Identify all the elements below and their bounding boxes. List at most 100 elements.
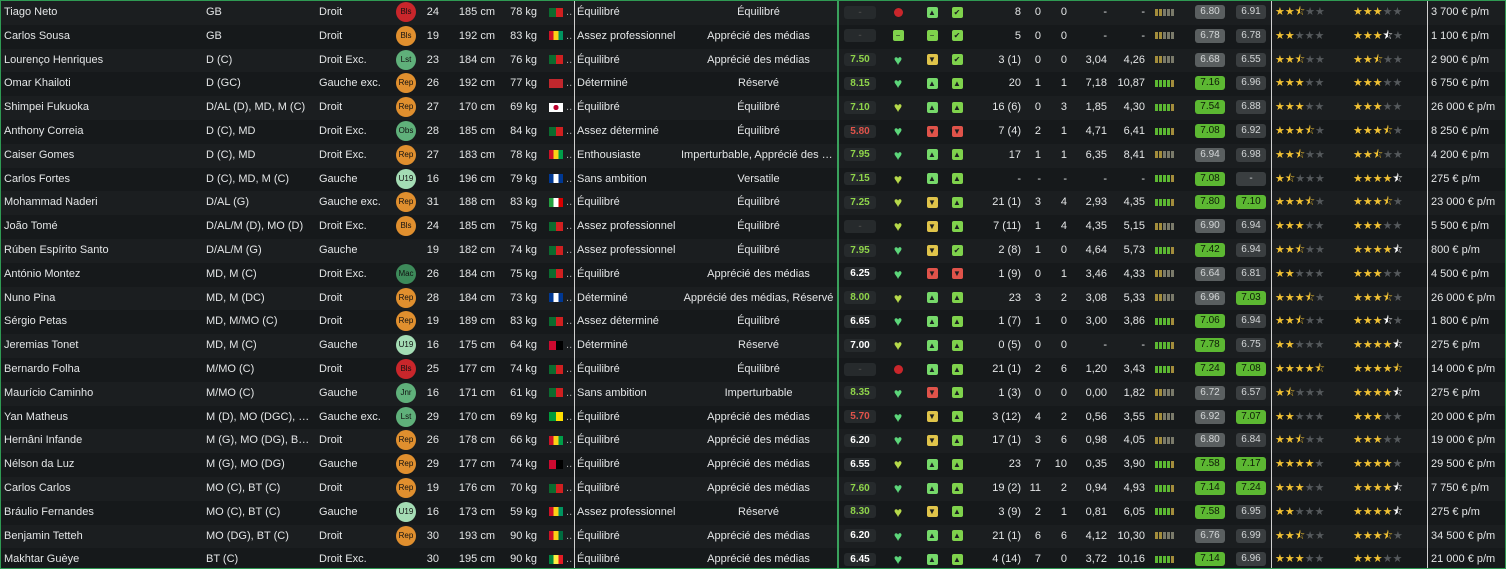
table-row[interactable]: Nuno Pina MD, M (DC) Droit Rep 28 184 cm 73 kg…: [1, 286, 1505, 311]
status-badge: Rep: [396, 430, 416, 451]
current-ability-stars: ★★⯪★★: [1275, 434, 1325, 447]
sharpness-cell: ▲: [950, 548, 964, 568]
xg-text: 6,05: [1123, 505, 1145, 518]
status-cell: Rep: [395, 310, 417, 334]
stat-xg: 6,41: [1109, 120, 1145, 144]
form-bar: [1171, 365, 1174, 373]
current-ability: 6.78: [1194, 25, 1226, 49]
table-row[interactable]: João Tomé D/AL/M (D), MO (D) Droit Exc. Bls…: [1, 215, 1505, 239]
current-ability: 6.72: [1194, 382, 1226, 406]
wage: 4 500 € p/m: [1431, 263, 1505, 287]
pa-box: 6.96: [1236, 552, 1266, 567]
player-name: Bernardo Folha: [4, 358, 199, 382]
personality-text: Déterminé: [577, 77, 628, 90]
player-name: Bráulio Fernandes: [4, 501, 199, 525]
wage-text: 800 € p/m: [1431, 243, 1480, 256]
position-text: M (G), MO (DG), BT (C): [206, 434, 314, 447]
potential-ability: 7.10: [1235, 191, 1267, 215]
table-row[interactable]: Rúben Espírito Santo D/AL/M (G) Gauche 19 18…: [1, 238, 1505, 263]
avg-text: 1,20: [1085, 362, 1107, 375]
age: 19: [419, 239, 439, 263]
table-row[interactable]: Lourenço Henriques D (C) Droit Exc. Lst 23 18…: [1, 48, 1505, 73]
condition-cell: ♥: [890, 429, 906, 453]
heart-icon: ♥: [893, 75, 903, 92]
table-row[interactable]: Caiser Gomes D (C), MD Droit Exc. Rep 27 183 …: [1, 143, 1505, 168]
morale-cell: ▲: [925, 72, 939, 96]
wage-text: 29 500 € p/m: [1431, 458, 1496, 471]
average-rating: 7.50: [843, 49, 877, 73]
ca-box: 7.08: [1195, 171, 1225, 186]
media-text: Équilibré: [737, 101, 780, 114]
table-row[interactable]: Tiago Neto GB Droit Bls 24 185 cm 78 kg .. Équi…: [1, 1, 1505, 25]
table-row[interactable]: Bráulio Fernandes MO (C), BT (C) Gauche U19…: [1, 500, 1505, 525]
form-bar: [1167, 460, 1170, 468]
media-handling: Imperturbable, Apprécié des médias: [681, 144, 836, 168]
potential-ability-stars: ★★★★⯪: [1353, 505, 1403, 518]
potential-stars: ★★★★⯪: [1353, 382, 1423, 406]
personality-text: Assez professionnel: [577, 29, 676, 42]
form-bar: [1159, 222, 1162, 230]
preferred-foot: Gauche exc.: [319, 191, 395, 215]
form-bars: [1155, 96, 1193, 120]
condition-cell: ♥: [890, 548, 906, 568]
current-ability: 6.80: [1194, 429, 1226, 453]
table-row[interactable]: Jeremias Tonet MD, M (C) Gauche U19 16 175 cm…: [1, 334, 1505, 358]
assists-text: 0: [1060, 53, 1067, 66]
form-bar: [1159, 555, 1162, 563]
potential-ability: 6.94: [1235, 215, 1267, 239]
weight: 66 kg: [501, 429, 537, 453]
heart-icon: ♥: [893, 313, 903, 330]
personality-text: Déterminé: [577, 339, 628, 352]
table-row[interactable]: Makhtar Guèye BT (C) Droit Exc. 30 195 cm 90 …: [1, 548, 1505, 568]
assists: 3: [1053, 96, 1067, 120]
assists-text: 2: [1060, 410, 1067, 423]
goals-text: 3: [1034, 196, 1041, 209]
table-row[interactable]: Carlos Carlos MO (C), BT (C) Droit Rep 19 176…: [1, 476, 1505, 501]
table-row[interactable]: Shimpei Fukuoka D/AL (D), MD, M (C) Droit R…: [1, 96, 1505, 120]
table-row[interactable]: António Montez MD, M (C) Droit Exc. Mac 26 18…: [1, 262, 1505, 287]
form-bars: [1155, 382, 1193, 406]
player-position: M (G), MO (DG), BT (C): [206, 429, 314, 453]
personality: Équilibré: [577, 49, 697, 73]
table-row[interactable]: Carlos Fortes D (C), MD, M (C) Gauche U19 16…: [1, 167, 1505, 192]
table-row[interactable]: Bernardo Folha M/MO (C) Droit Bls 25 177 cm 74…: [1, 357, 1505, 382]
goals-text: 2: [1034, 505, 1041, 518]
table-row[interactable]: Omar Khailoti D (GC) Gauche exc. Rep 26 192 c…: [1, 72, 1505, 97]
nationality: ..: [549, 120, 573, 144]
wage: 23 000 € p/m: [1431, 191, 1505, 215]
table-row[interactable]: Sérgio Petas MD, M/MO (C) Droit Rep 19 189 cm…: [1, 310, 1505, 335]
current-stars: ★★★★★: [1275, 215, 1345, 239]
table-row[interactable]: Hernâni Infande M (G), MO (DG), BT (C) Dro…: [1, 429, 1505, 454]
status-badge: Rep: [396, 454, 416, 475]
flag-icon: [549, 531, 563, 541]
current-stars: ★★★⯪★: [1275, 287, 1345, 311]
table-row[interactable]: Nélson da Luz M (G), MO (DG) Gauche Rep 29 17…: [1, 453, 1505, 477]
table-row[interactable]: Mohammad Naderi D/AL (G) Gauche exc. Rep 31 1…: [1, 191, 1505, 216]
personality-text: Sans ambition: [577, 386, 647, 399]
table-row[interactable]: Anthony Correia D (C), MD Droit Exc. Obs 28 1…: [1, 119, 1505, 144]
age-text: 25: [426, 362, 439, 375]
sharpness-cell: ▲: [950, 429, 964, 453]
form-bar: [1159, 532, 1162, 540]
goals-text: 6: [1034, 529, 1041, 542]
table-row[interactable]: Benjamin Tetteh MO (DG), BT (C) Droit Rep 30…: [1, 524, 1505, 549]
form-bar: [1167, 532, 1170, 540]
appearances: 16 (6): [971, 96, 1021, 120]
age: 28: [419, 120, 439, 144]
table-row[interactable]: Carlos Sousa GB Droit Bls 19 192 cm 83 kg .. As…: [1, 24, 1505, 49]
table-row[interactable]: Maurício Caminho M/MO (C) Gauche Jnr 16 171 c…: [1, 381, 1505, 406]
stat-avg: 0,00: [1071, 382, 1107, 406]
personality-text: Équilibré: [577, 458, 620, 471]
potential-ability-stars: ★★★★★: [1353, 410, 1403, 423]
pa-box: 6.94: [1236, 314, 1266, 329]
table-row[interactable]: Yan Matheus M (D), MO (DGC), BT (C) Gauche…: [1, 405, 1505, 430]
rating-box: 6.20: [844, 433, 876, 447]
assists: 4: [1053, 191, 1067, 215]
form-bar: [1167, 341, 1170, 349]
morale-icon: ▼: [926, 434, 938, 446]
nationality: ..: [549, 49, 573, 73]
morale-cell: ▲: [925, 144, 939, 168]
weight-text: 61 kg: [510, 386, 537, 399]
morale-icon: ▼: [926, 54, 938, 66]
ca-box: 7.58: [1195, 504, 1225, 519]
